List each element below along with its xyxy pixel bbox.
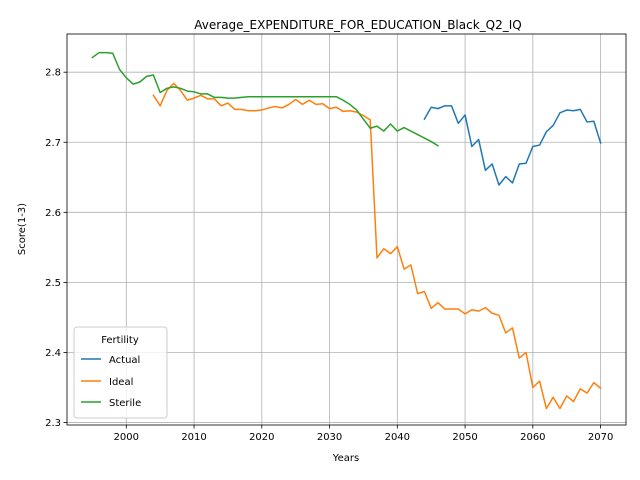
legend-label-actual: Actual	[109, 355, 140, 366]
x-tick-label: 2000	[114, 432, 139, 443]
y-tick-label: 2.8	[45, 68, 61, 79]
x-tick-label: 2040	[385, 432, 410, 443]
series-line-actual	[423, 105, 602, 186]
plot-frame	[66, 33, 627, 426]
x-tick-label: 2020	[249, 432, 274, 443]
legend-title: Fertility	[101, 335, 139, 346]
series-line-ideal	[152, 82, 602, 410]
grid-lines	[67, 34, 626, 425]
x-tick-label: 2060	[520, 432, 545, 443]
y-tick-label: 2.6	[45, 208, 61, 219]
y-tick-label: 2.3	[45, 418, 61, 429]
series-line-sterile	[91, 51, 440, 147]
x-tick-label: 2070	[588, 432, 613, 443]
legend-label-sterile: Sterile	[109, 398, 141, 409]
y-tick-label: 2.7	[45, 138, 61, 149]
x-tick-label: 2050	[452, 432, 477, 443]
series-lines	[91, 51, 602, 410]
legend-box	[73, 326, 168, 419]
chart-title: Average_EXPENDITURE_FOR_EDUCATION_Black_…	[194, 18, 521, 32]
y-axis-label: Score(1-3)	[17, 203, 28, 255]
y-tick-label: 2.5	[45, 278, 61, 289]
y-tick-label: 2.4	[45, 348, 61, 359]
axis-ticks: 2000 2010 2020 2030 2040 2050 2060 2070 2.3 2.4 2.…	[45, 68, 613, 443]
x-axis-label: Years	[332, 453, 359, 464]
legend-label-ideal: Ideal	[109, 377, 133, 388]
x-tick-label: 2030	[317, 432, 342, 443]
legend: Fertility Actual Ideal Sterile	[73, 326, 168, 419]
x-tick-label: 2010	[181, 432, 206, 443]
